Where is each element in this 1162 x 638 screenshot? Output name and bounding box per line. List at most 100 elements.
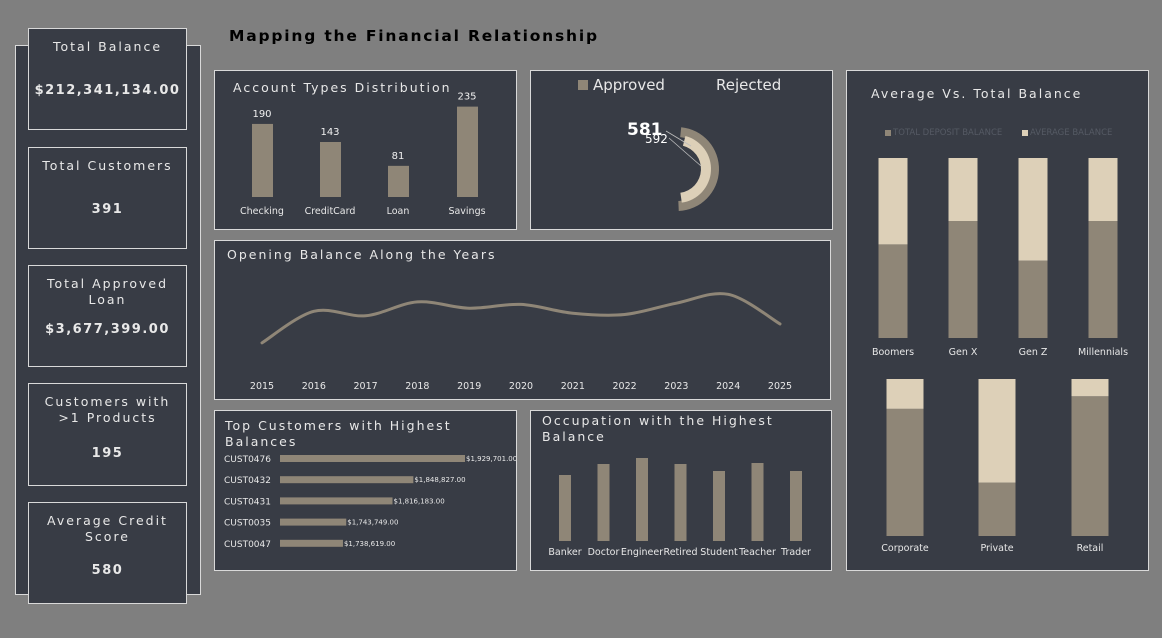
- bar: [559, 475, 571, 541]
- x-tick-label: 2020: [509, 381, 533, 392]
- opening-balance-chart: 2015 2016 2017 2018 2019 2020 2021 2022 2023 2024…: [250, 292, 792, 392]
- bar: [713, 471, 725, 541]
- x-tick-label: 2015: [250, 381, 274, 392]
- kpi-label: Total Customers: [42, 158, 173, 173]
- opening-balance-title: Opening Balance Along the Years: [227, 247, 497, 262]
- bar-total-deposit: [978, 482, 1016, 536]
- top-customers-panel: Top Customers with Highest Balances CUST…: [214, 410, 517, 571]
- bar: [280, 455, 465, 462]
- avg-vs-total-chart: Boomers Gen X Gen Z Millennials Corporate Pri…: [872, 158, 1128, 554]
- x-tick-label: 2019: [457, 381, 481, 392]
- occupation-chart: Banker Doctor Engineer Retired Student Teache…: [548, 458, 811, 558]
- kpi-value: 580: [91, 563, 124, 578]
- kpi-card-total-approved-loan: Total Approved Loan $3,677,399.00: [28, 265, 187, 367]
- bar: [280, 539, 343, 547]
- data-label: 235: [457, 92, 476, 103]
- category-label: Trader: [780, 547, 811, 558]
- bar: [280, 497, 393, 505]
- category-label: Engineer: [621, 547, 663, 558]
- avg-vs-total-title: Average Vs. Total Balance: [871, 86, 1083, 101]
- bar-total-deposit: [878, 244, 908, 338]
- bar: [388, 165, 409, 197]
- account-types-title: Account Types Distribution: [233, 80, 452, 95]
- category-label: Savings: [448, 206, 485, 217]
- category-label: Millennials: [1078, 347, 1128, 358]
- category-label: Loan: [387, 206, 410, 217]
- bar: [280, 518, 347, 526]
- leader-line: [665, 130, 692, 147]
- data-label: $1,738,619.00: [344, 540, 395, 548]
- kpi-value: 195: [91, 446, 124, 461]
- category-label: Retail: [1077, 543, 1104, 554]
- kpi-label: Average Credit Score: [47, 513, 168, 544]
- bar-average-balance: [886, 379, 924, 409]
- bar-total-deposit: [1018, 260, 1048, 338]
- bar: [457, 106, 478, 197]
- kpi-value: 391: [91, 202, 124, 217]
- legend-total-label: TOTAL DEPOSIT BALANCE: [893, 128, 1003, 138]
- x-tick-label: 2018: [405, 381, 429, 392]
- bar: [597, 464, 610, 541]
- dashboard-title: Mapping the Financial Relationship: [229, 27, 599, 45]
- legend-rejected-swatch: [701, 80, 711, 90]
- category-label: CUST0047: [224, 540, 271, 550]
- top-customers-title: Top Customers with Highest Balances: [225, 418, 452, 449]
- category-label: Student: [700, 547, 738, 558]
- kpi-label: Customers with >1 Products: [44, 394, 171, 425]
- data-label: $1,848,827.00: [414, 476, 465, 484]
- bar-average-balance: [878, 158, 908, 245]
- kpi-label: Total Balance: [52, 39, 163, 54]
- bar-average-balance: [1088, 158, 1118, 221]
- data-label: 143: [320, 127, 339, 138]
- loan-status-panel: Approved Rejected 581 592: [530, 70, 833, 230]
- legend-average-swatch: [1022, 130, 1028, 136]
- bar: [252, 123, 273, 197]
- legend-average-label: AVERAGE BALANCE: [1030, 128, 1113, 138]
- category-label: Corporate: [881, 543, 929, 554]
- kpi-value: $212,341,134.00: [34, 83, 181, 98]
- data-label: 190: [252, 109, 271, 120]
- account-types-panel: Account Types Distribution 190 Checking 14…: [214, 70, 517, 230]
- x-tick-label: 2016: [302, 381, 326, 392]
- leader-line: [668, 137, 702, 167]
- category-label: CUST0432: [224, 476, 271, 486]
- legend-approved-swatch: [578, 80, 588, 90]
- legend-rejected-label: Rejected: [716, 76, 782, 94]
- bar-total-deposit: [1088, 221, 1118, 338]
- bar-total-deposit: [886, 408, 924, 536]
- data-label: $1,816,183.00: [394, 497, 445, 505]
- account-types-chart: 190 Checking 143 CreditCard 81 Loan 235 Savings: [240, 92, 486, 217]
- bar: [751, 463, 764, 541]
- donut-slice-rejected: [680, 136, 711, 203]
- data-label: 81: [392, 151, 405, 162]
- x-tick-label: 2023: [664, 381, 688, 392]
- avg-vs-total-panel: Average Vs. Total Balance TOTAL DEPOSIT …: [846, 70, 1149, 571]
- data-label-rejected: 592: [645, 132, 668, 146]
- kpi-card-average-credit-score: Average Credit Score 580: [28, 502, 187, 604]
- bar-average-balance: [978, 379, 1016, 483]
- data-label: $1,929,701.00: [466, 455, 516, 463]
- category-label: Boomers: [872, 347, 914, 358]
- legend-approved-label: Approved: [593, 76, 665, 94]
- bar-average-balance: [1071, 379, 1109, 397]
- category-label: CreditCard: [305, 206, 356, 217]
- category-label: Banker: [548, 547, 581, 558]
- category-label: CUST0431: [224, 497, 271, 507]
- kpi-card-total-customers: Total Customers 391: [28, 147, 187, 249]
- legend-total-swatch: [885, 130, 891, 136]
- series-line: [260, 292, 782, 345]
- top-customers-chart: CUST0476 $1,929,701.00 CUST0432 $1,848,827.…: [224, 455, 516, 550]
- bar-total-deposit: [948, 221, 978, 338]
- category-label: Gen X: [949, 347, 978, 358]
- kpi-card-multi-product-customers: Customers with >1 Products 195: [28, 383, 187, 486]
- bar-average-balance: [948, 158, 978, 221]
- bar: [636, 458, 648, 541]
- occupation-panel: Occupation with the Highest Balance Bank…: [530, 410, 832, 571]
- category-label: CUST0476: [224, 455, 271, 465]
- kpi-label: Total Approved Loan: [46, 276, 169, 307]
- category-label: Private: [980, 543, 1013, 554]
- bar: [320, 142, 341, 197]
- category-label: Doctor: [588, 547, 620, 558]
- kpi-card-total-balance: Total Balance $212,341,134.00: [28, 28, 187, 130]
